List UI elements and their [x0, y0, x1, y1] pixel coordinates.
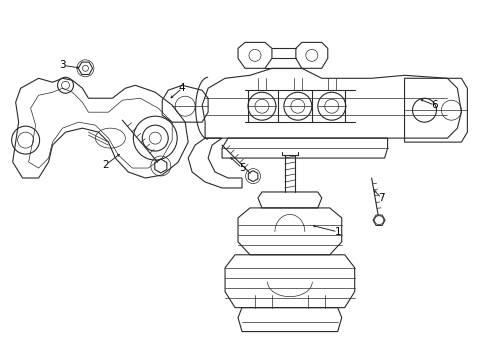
Text: 7: 7 — [378, 193, 385, 203]
Text: 5: 5 — [239, 163, 245, 173]
Text: 6: 6 — [431, 100, 438, 110]
Text: 1: 1 — [334, 227, 341, 237]
Text: 2: 2 — [102, 160, 109, 170]
Text: 3: 3 — [59, 60, 66, 70]
Text: 4: 4 — [179, 83, 186, 93]
